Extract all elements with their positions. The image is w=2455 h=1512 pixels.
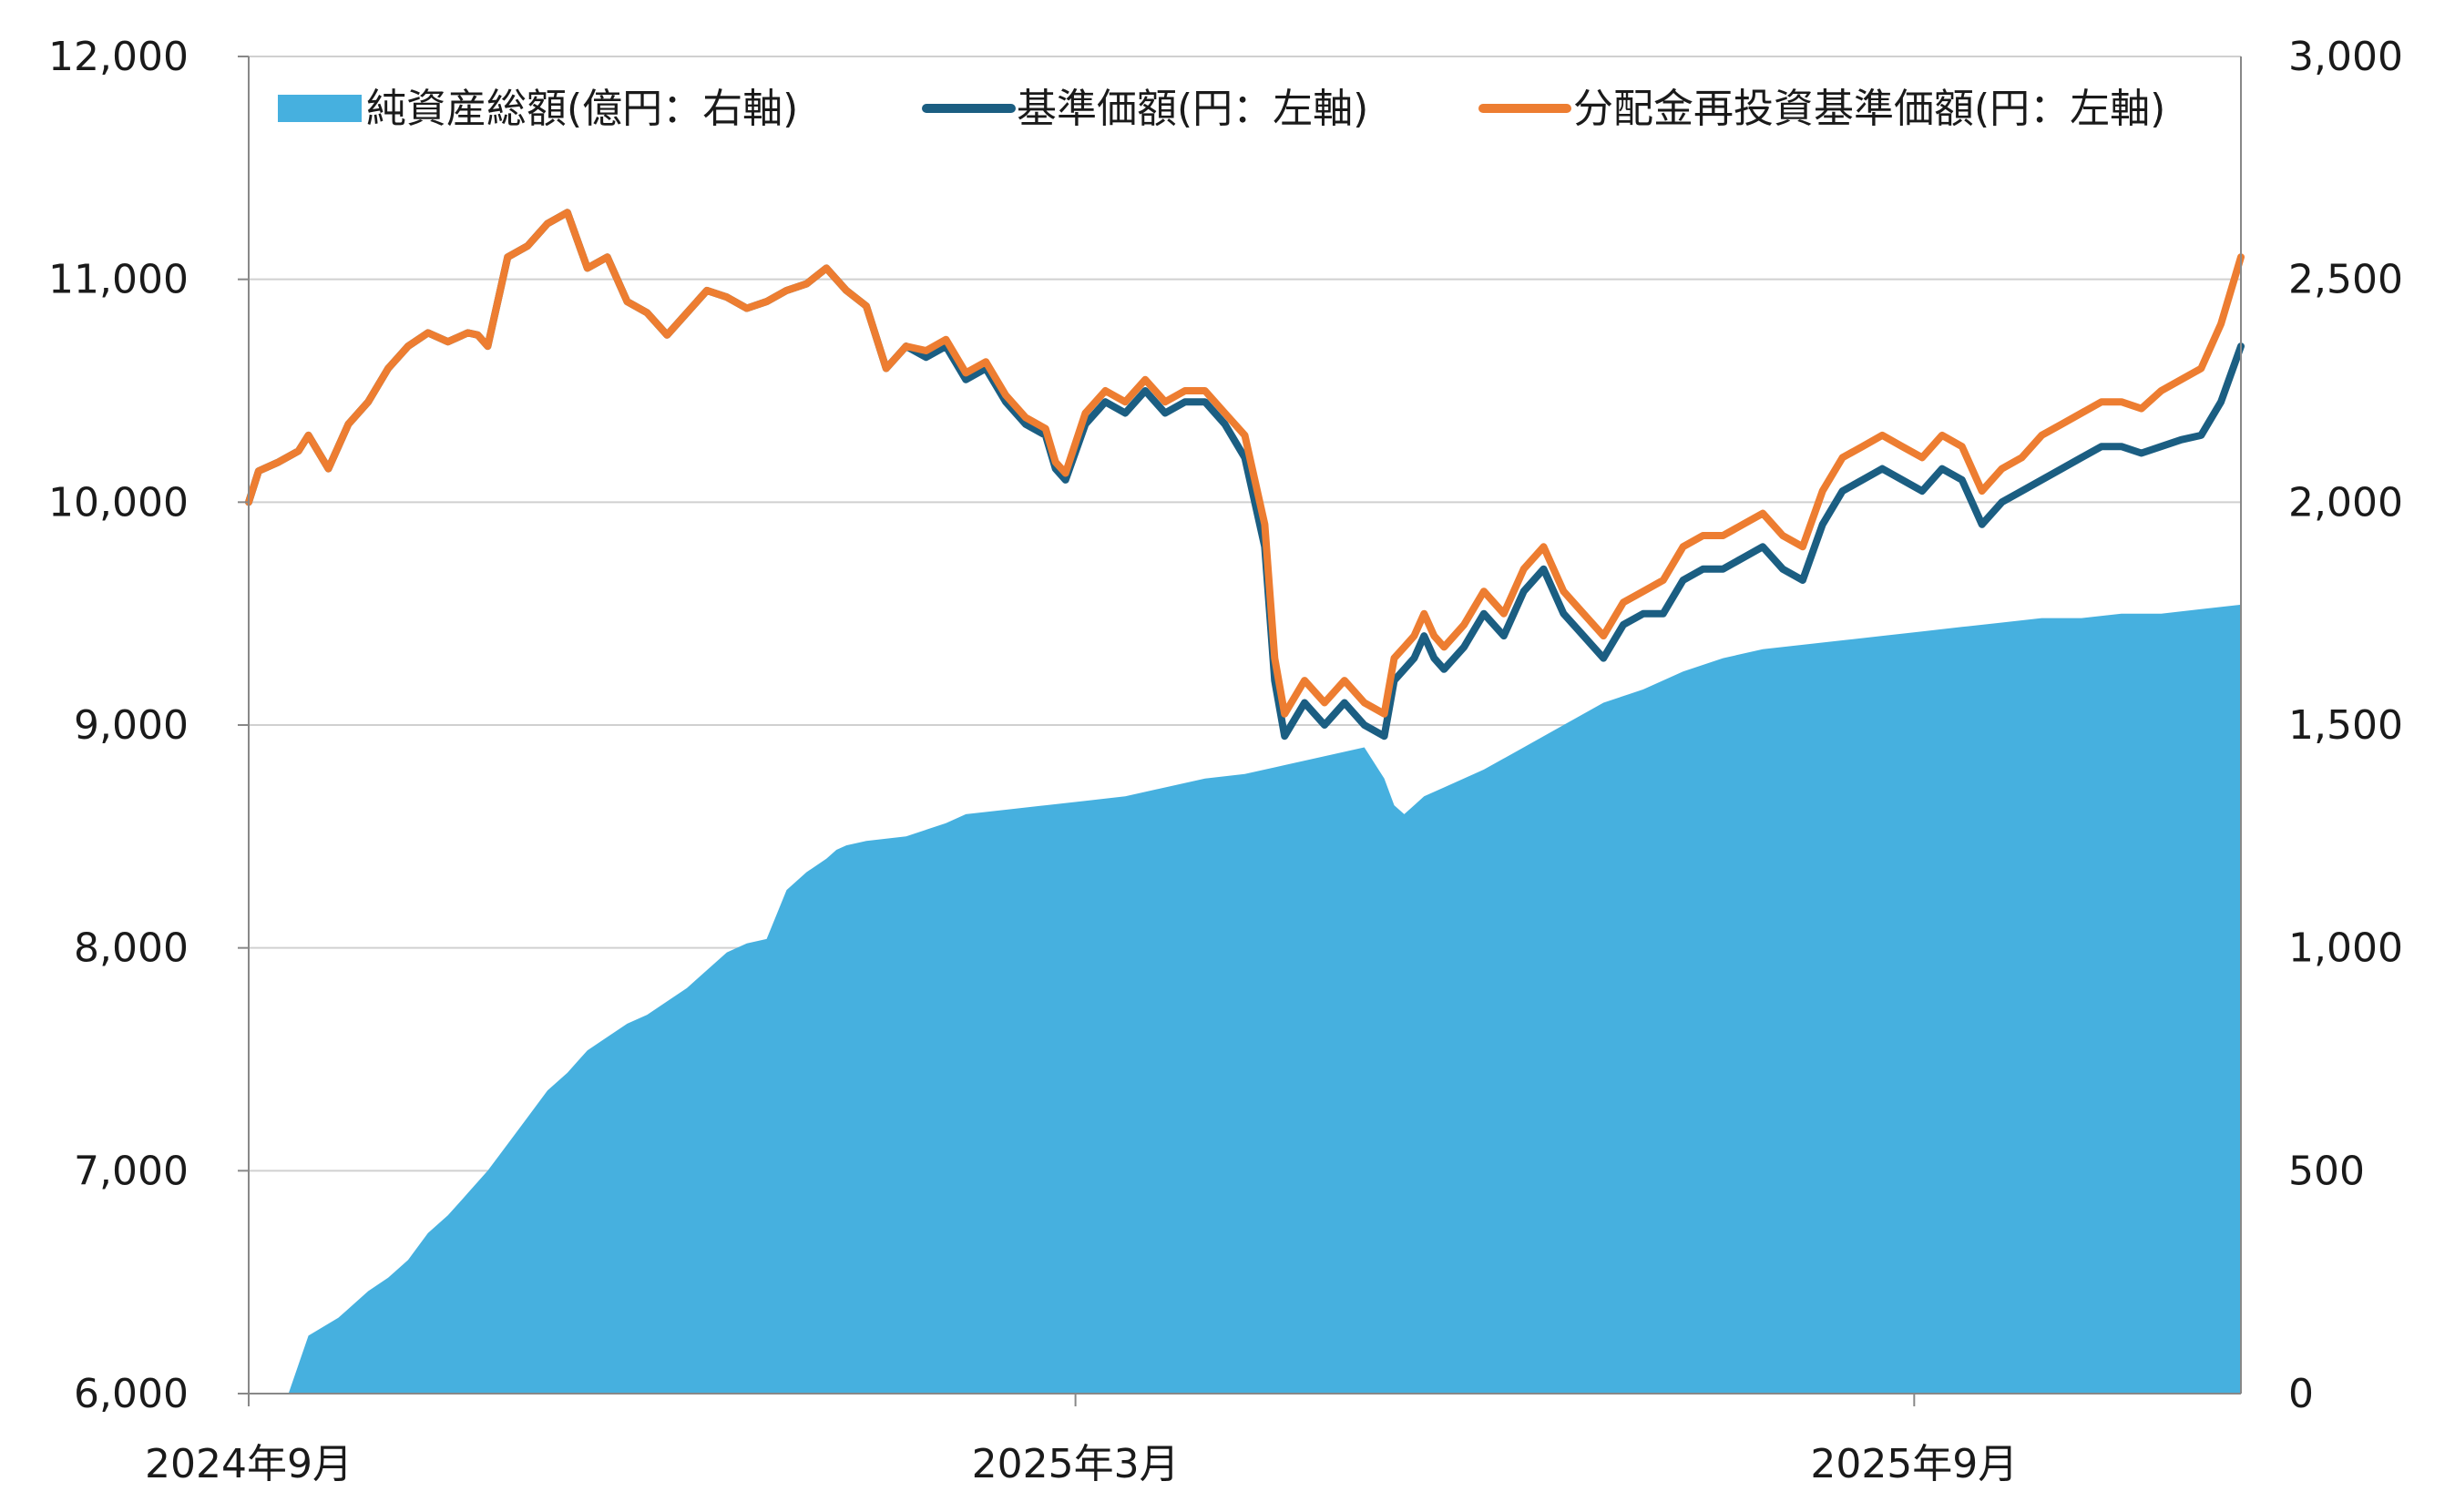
y-right-tick-label: 2,500: [2288, 257, 2403, 303]
y-right-tick-label: 1,000: [2288, 925, 2403, 972]
y-right-ticks: 0 500 1,000 1,500 2,000 2,500 3,000: [2288, 34, 2403, 1417]
y-left-tick-label: 10,000: [48, 479, 189, 526]
y-right-tick-label: 0: [2288, 1371, 2314, 1417]
y-left-tick-label: 6,000: [74, 1371, 189, 1417]
x-tick-label: 2024年9月: [145, 1441, 353, 1487]
y-right-tick-label: 1,500: [2288, 702, 2403, 749]
legend: 純資産総額(億円：右軸) 基準価額(円：左軸) 分配金再投資基準価額(円：左軸): [278, 86, 2165, 132]
y-left-tick-label: 8,000: [74, 925, 189, 972]
area-layer: [288, 604, 2242, 1394]
legend-label-reinvested: 分配金再投資基準価額(円：左軸): [1573, 86, 2165, 132]
series-area-aum: [288, 604, 2242, 1394]
line-layer: [245, 209, 2245, 741]
legend-label-aum: 純資産総額(億円：右軸): [366, 86, 798, 132]
y-left-ticks: 6,000 7,000 8,000 9,000 10,000 11,000 12,000: [48, 34, 249, 1417]
y-right-tick-label: 2,000: [2288, 479, 2403, 526]
x-tick-label: 2025年3月: [972, 1441, 1180, 1487]
legend-label-nav: 基準価額(円：左軸): [1017, 86, 1368, 132]
y-left-tick-label: 9,000: [74, 702, 189, 749]
x-ticks: 2024年9月 2025年3月 2025年9月: [145, 1394, 2018, 1487]
y-left-tick-label: 12,000: [48, 34, 189, 80]
y-left-tick-label: 11,000: [48, 257, 189, 303]
series-line-reinvested: [245, 209, 2245, 718]
y-right-tick-label: 500: [2288, 1148, 2365, 1194]
legend-swatch-aum: [278, 95, 362, 122]
x-tick-label: 2025年9月: [1810, 1441, 2018, 1487]
y-right-tick-label: 3,000: [2288, 34, 2403, 80]
y-left-tick-label: 7,000: [74, 1148, 189, 1194]
